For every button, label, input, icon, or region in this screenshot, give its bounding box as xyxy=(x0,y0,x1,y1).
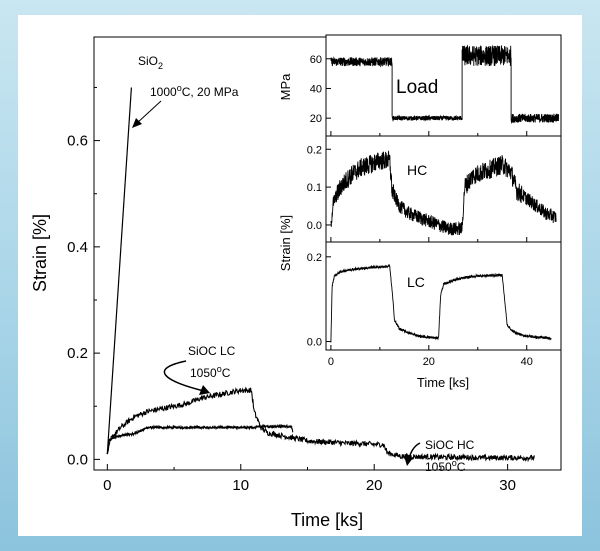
annotation-sioc-hc: SiOC HC xyxy=(425,438,475,452)
inset-strain-ylabel: Strain [%] xyxy=(278,215,293,271)
inset-lc-series-line xyxy=(330,263,552,343)
inset-load-ylabel: MPa xyxy=(278,73,293,101)
x-tick-label-30: 30 xyxy=(499,477,516,494)
y-tick-label-0: 0.0 xyxy=(67,451,88,468)
x-tick-label-20: 20 xyxy=(366,477,383,494)
sioc-hc-arrowhead xyxy=(404,456,413,466)
sio2-arrowhead xyxy=(132,118,142,128)
inset-lc-y-tick-label-1: 0.2 xyxy=(307,252,322,264)
inset-load-y-tick-label-2: 60 xyxy=(310,54,322,66)
inset-hc-y-tick-label-1: 0.1 xyxy=(307,182,322,194)
y-tick-label-1: 0.2 xyxy=(67,345,88,362)
annotation-sioc-lc-temp: 1050oC xyxy=(190,364,231,380)
annotation-sio2-conditions: 1000oC, 20 MPa xyxy=(150,83,239,99)
inset-hc-y-tick-label-2: 0.2 xyxy=(307,144,322,156)
panel-label-lc: LC xyxy=(407,274,425,290)
panel-label-hc: HC xyxy=(407,162,427,178)
inset-hc-series-line xyxy=(330,150,557,236)
annotation-sioc-hc-temp: 1050oC xyxy=(425,458,466,474)
panel-label-load: Load xyxy=(396,77,438,98)
y-tick-label-2: 0.4 xyxy=(67,239,88,256)
inset-hc-y-tick-label-0: 0.0 xyxy=(307,220,322,232)
inset-load-frame xyxy=(325,34,562,137)
inset-x-tick-label-20: 20 xyxy=(423,356,435,368)
inset-x-axis-label: Time [ks] xyxy=(417,375,469,390)
sio2-arrow xyxy=(135,100,162,125)
sioc-lc-arrowhead xyxy=(199,385,210,395)
inset-load-series-line xyxy=(330,44,560,125)
inset-lc-y-tick-label-0: 0.0 xyxy=(307,337,322,349)
x-tick-label-0: 0 xyxy=(103,477,111,494)
series-line-sio2 xyxy=(106,87,132,455)
inset-x-tick-label-0: 0 xyxy=(328,356,334,368)
annotation-sioc-lc: SiOC LC xyxy=(188,344,236,358)
inset-x-tick-label-40: 40 xyxy=(521,356,533,368)
sioc-lc-arrow xyxy=(163,360,205,392)
x-axis-label: Time [ks] xyxy=(291,510,363,530)
inset-load-y-tick-label-1: 40 xyxy=(310,83,322,95)
inset-lc-frame xyxy=(325,241,562,351)
figure-frame: 0 10 20 30 0.0 0.2 0.4 0.6 Time [ks] Strain [%]… xyxy=(18,15,582,536)
annotation-sio2: SiO2 xyxy=(138,54,163,71)
series-line-sioc-hc xyxy=(106,386,535,463)
x-tick-label-10: 10 xyxy=(232,477,249,494)
y-axis-label: Strain [%] xyxy=(30,214,50,292)
y-tick-label-3: 0.6 xyxy=(67,133,88,150)
strain-chart: 0 10 20 30 0.0 0.2 0.4 0.6 Time [ks] Strain [%]… xyxy=(30,34,562,530)
inset-load-y-tick-label-0: 20 xyxy=(310,113,322,125)
